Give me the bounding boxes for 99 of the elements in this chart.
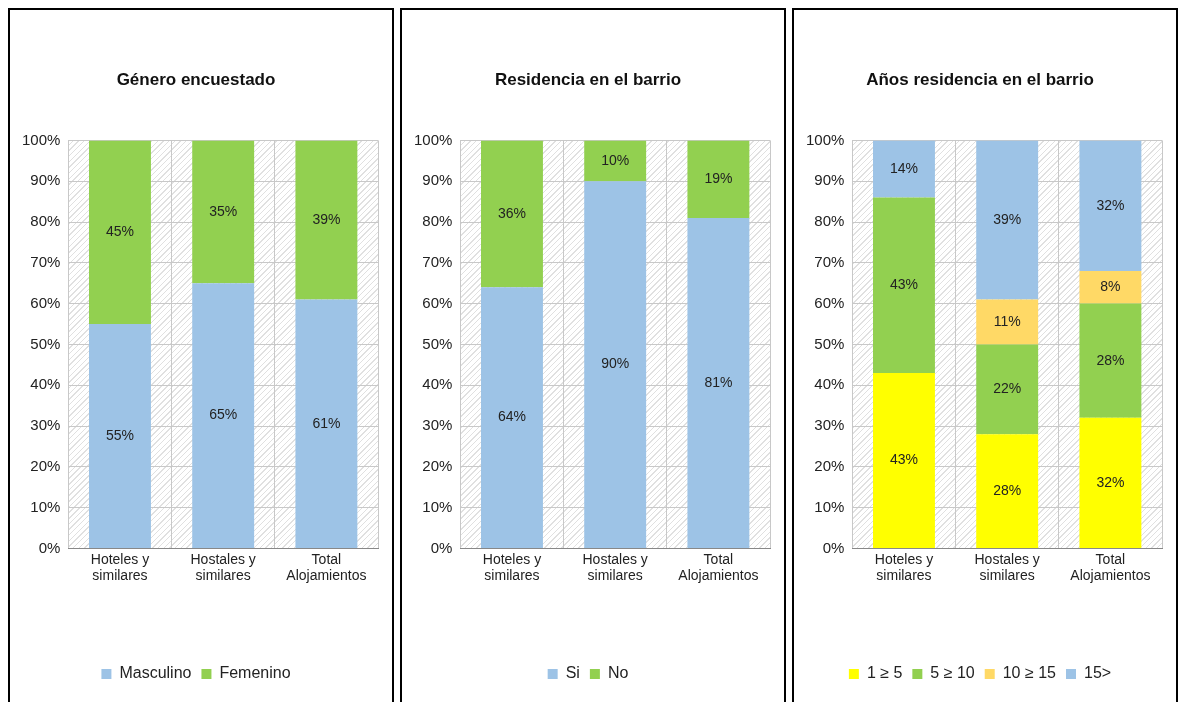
legend-label: Si: [565, 664, 580, 682]
legend-label: No: [607, 664, 629, 682]
bar: [481, 287, 543, 548]
legend-label: Masculino: [119, 664, 192, 682]
y-tick-label: 10%: [30, 497, 61, 515]
data-label: 32%: [1096, 196, 1125, 213]
data-label: 64%: [497, 408, 526, 425]
y-tick-label: 30%: [814, 416, 845, 434]
y-tick-label: 40%: [422, 375, 453, 393]
x-tick-label: Total Alojamientos: [286, 550, 367, 584]
legend-label: 10 ≥ 15: [1002, 664, 1057, 682]
bar: [873, 197, 935, 373]
bar: [873, 372, 935, 548]
data-label: 19%: [704, 170, 733, 187]
y-tick-label: 80%: [30, 212, 61, 230]
bar: [1079, 140, 1142, 271]
bar: [976, 299, 1039, 345]
chart-title: Género encuestado: [116, 69, 276, 89]
data-label: 10%: [601, 151, 630, 168]
bar: [192, 140, 255, 284]
legend-label: Femenino: [219, 664, 291, 682]
y-tick-label: 0%: [38, 538, 61, 556]
bar: [481, 140, 543, 288]
bar: [584, 140, 647, 182]
y-tick-label: 100%: [413, 130, 453, 148]
y-tick-label: 10%: [422, 497, 453, 515]
x-tick-label: Total Alojamientos: [1070, 550, 1151, 584]
y-tick-label: 70%: [30, 252, 61, 270]
bar: [976, 434, 1039, 548]
y-tick-label: 90%: [422, 171, 453, 189]
y-tick-label: 0%: [822, 538, 845, 556]
data-label: 28%: [993, 481, 1022, 498]
bar: [1079, 417, 1142, 548]
y-tick-label: 50%: [30, 334, 61, 352]
legend-label: 15>: [1083, 664, 1112, 682]
x-tick-label: Hostales y similares: [974, 550, 1040, 584]
bar: [295, 140, 358, 300]
y-tick-label: 70%: [814, 252, 845, 270]
y-tick-label: 30%: [422, 416, 453, 434]
data-label: 14%: [889, 159, 918, 176]
y-tick-label: 60%: [422, 293, 453, 311]
data-label: 8%: [1100, 278, 1121, 295]
x-tick-label: Hoteles y similares: [90, 550, 150, 584]
y-tick-label: 90%: [814, 171, 845, 189]
y-tick-label: 10%: [814, 497, 845, 515]
y-tick-label: 70%: [422, 252, 453, 270]
bar: [1079, 303, 1142, 418]
bar: [192, 283, 255, 548]
y-tick-label: 90%: [30, 171, 61, 189]
bar: [89, 324, 151, 548]
bar: [687, 140, 750, 218]
y-tick-label: 30%: [30, 416, 61, 434]
data-label: 35%: [209, 202, 238, 219]
data-label: 61%: [312, 414, 341, 431]
bar: [873, 140, 935, 198]
data-label: 45%: [105, 223, 134, 240]
y-tick-label: 80%: [814, 212, 845, 230]
bar: [584, 181, 647, 548]
bar: [1079, 270, 1142, 304]
y-tick-label: 20%: [30, 456, 61, 474]
data-label: 28%: [1096, 351, 1125, 368]
data-label: 39%: [993, 210, 1022, 227]
data-label: 65%: [209, 406, 238, 423]
y-tick-label: 20%: [422, 456, 453, 474]
bar: [295, 299, 358, 548]
bar: [687, 217, 750, 548]
legend-label: 5 ≥ 10: [930, 664, 975, 682]
x-tick-label: Hostales y similares: [582, 550, 648, 584]
data-label: 39%: [312, 210, 341, 227]
data-label: 81%: [704, 373, 733, 390]
chart-title: Años residencia en el barrio: [866, 69, 1094, 89]
y-tick-label: 50%: [422, 334, 453, 352]
chart-title: Residencia en el barrio: [494, 69, 682, 89]
y-tick-label: 100%: [21, 130, 61, 148]
bar: [976, 140, 1039, 300]
y-tick-label: 100%: [805, 130, 845, 148]
bar: [89, 140, 151, 324]
x-tick-label: Total Alojamientos: [678, 550, 759, 584]
data-label: 36%: [497, 204, 526, 221]
data-label: 32%: [1096, 473, 1125, 490]
data-label: 11%: [993, 312, 1021, 329]
y-tick-label: 80%: [422, 212, 453, 230]
x-tick-label: Hoteles y similares: [482, 550, 542, 584]
data-label: 43%: [889, 451, 918, 468]
data-label: 90%: [601, 355, 630, 372]
y-tick-label: 40%: [30, 375, 61, 393]
y-tick-label: 20%: [814, 456, 845, 474]
bar: [976, 344, 1039, 435]
y-tick-label: 60%: [814, 293, 845, 311]
x-tick-label: Hoteles y similares: [874, 550, 934, 584]
y-tick-label: 40%: [814, 375, 845, 393]
data-label: 55%: [105, 426, 134, 443]
x-tick-label: Hostales y similares: [190, 550, 256, 584]
legend-label: 1 ≥ 5: [866, 664, 903, 682]
data-label: 43%: [889, 276, 918, 293]
data-label: 22%: [993, 380, 1022, 397]
y-tick-label: 60%: [30, 293, 61, 311]
y-tick-label: 50%: [814, 334, 845, 352]
y-tick-label: 0%: [430, 538, 453, 556]
